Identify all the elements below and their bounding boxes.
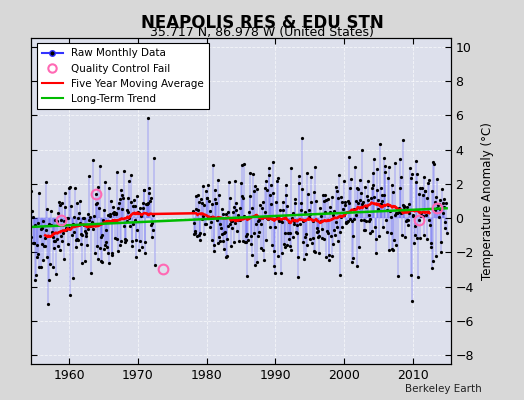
Legend: Raw Monthly Data, Quality Control Fail, Five Year Moving Average, Long-Term Tren: Raw Monthly Data, Quality Control Fail, …: [37, 43, 209, 109]
Text: 35.717 N, 86.978 W (United States): 35.717 N, 86.978 W (United States): [150, 26, 374, 39]
Y-axis label: Temperature Anomaly (°C): Temperature Anomaly (°C): [481, 122, 494, 280]
Text: Berkeley Earth: Berkeley Earth: [406, 384, 482, 394]
Text: NEAPOLIS RES & EDU STN: NEAPOLIS RES & EDU STN: [140, 14, 384, 32]
